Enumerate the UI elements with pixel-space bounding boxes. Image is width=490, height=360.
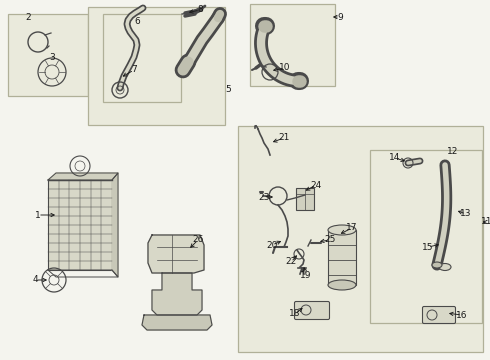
Text: 23: 23 xyxy=(258,193,270,202)
Text: 19: 19 xyxy=(300,270,312,279)
Text: 24: 24 xyxy=(310,180,321,189)
Text: 16: 16 xyxy=(456,310,468,320)
Text: 5: 5 xyxy=(225,85,231,94)
Ellipse shape xyxy=(328,280,356,290)
Bar xyxy=(296,188,314,210)
Polygon shape xyxy=(152,273,202,315)
FancyBboxPatch shape xyxy=(294,302,329,320)
Bar xyxy=(103,14,181,102)
Text: 4: 4 xyxy=(32,275,38,284)
Polygon shape xyxy=(112,173,118,277)
Text: 14: 14 xyxy=(390,153,401,162)
Text: 18: 18 xyxy=(289,310,301,319)
Text: 1: 1 xyxy=(35,211,41,220)
Ellipse shape xyxy=(439,264,451,270)
Ellipse shape xyxy=(328,225,356,235)
Ellipse shape xyxy=(432,262,442,268)
Bar xyxy=(328,230,356,285)
Bar xyxy=(370,150,482,323)
Bar xyxy=(88,7,225,125)
Text: 17: 17 xyxy=(346,224,358,233)
Text: 26: 26 xyxy=(192,235,204,244)
Polygon shape xyxy=(142,315,212,330)
Text: 12: 12 xyxy=(447,148,459,157)
Text: 8: 8 xyxy=(197,5,203,14)
Text: 7: 7 xyxy=(131,66,137,75)
Polygon shape xyxy=(148,235,204,273)
Bar xyxy=(238,126,483,352)
Text: 3: 3 xyxy=(49,53,55,62)
Text: 10: 10 xyxy=(279,63,291,72)
Text: 6: 6 xyxy=(134,18,140,27)
Bar xyxy=(48,180,112,270)
Text: 2: 2 xyxy=(25,13,31,22)
Text: 9: 9 xyxy=(337,13,343,22)
Text: 15: 15 xyxy=(422,243,434,252)
Bar xyxy=(250,4,335,86)
Text: 21: 21 xyxy=(278,134,290,143)
Text: 25: 25 xyxy=(324,235,336,244)
Text: 22: 22 xyxy=(285,257,296,266)
Text: 11: 11 xyxy=(481,217,490,226)
Bar xyxy=(8,14,88,96)
FancyBboxPatch shape xyxy=(422,306,456,324)
Text: 13: 13 xyxy=(460,210,472,219)
Polygon shape xyxy=(48,173,118,180)
Text: 20: 20 xyxy=(266,240,278,249)
